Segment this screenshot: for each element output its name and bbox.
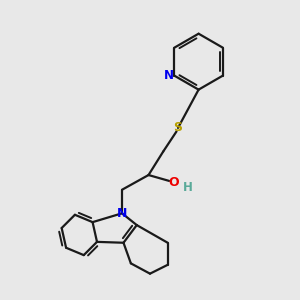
Text: H: H [182, 181, 192, 194]
Text: O: O [168, 176, 178, 189]
Text: N: N [117, 207, 127, 220]
Text: N: N [164, 69, 174, 82]
Text: S: S [173, 122, 182, 134]
